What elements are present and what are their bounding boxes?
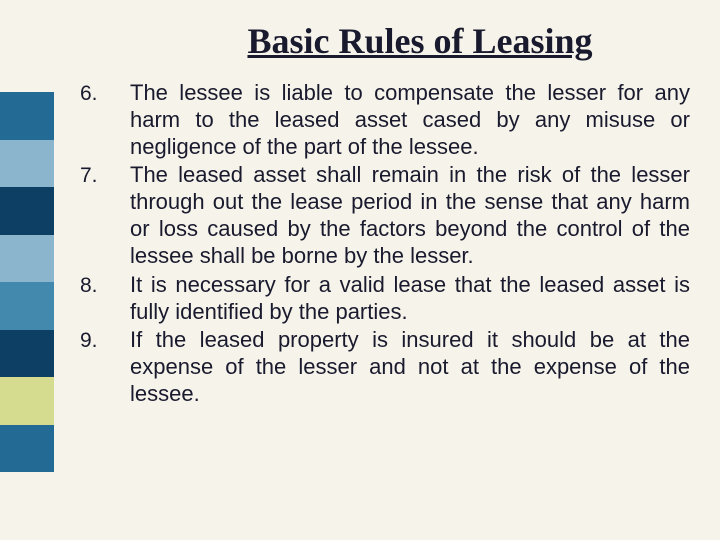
sidebar-stripe <box>0 140 54 188</box>
item-text: The leased asset shall remain in the ris… <box>130 162 690 269</box>
decorative-sidebar <box>0 92 54 472</box>
slide-title: Basic Rules of Leasing <box>150 20 690 62</box>
rules-list: 6.The lessee is liable to compensate the… <box>70 80 690 408</box>
item-text: The lessee is liable to compensate the l… <box>130 80 690 160</box>
sidebar-stripe <box>0 235 54 283</box>
item-number: 6. <box>70 80 130 160</box>
item-number: 8. <box>70 272 130 326</box>
sidebar-stripe <box>0 187 54 235</box>
sidebar-stripe <box>0 377 54 425</box>
sidebar-stripe <box>0 92 54 140</box>
sidebar-stripe <box>0 425 54 473</box>
list-item: 9.If the leased property is insured it s… <box>70 327 690 407</box>
item-number: 7. <box>70 162 130 269</box>
sidebar-stripe <box>0 330 54 378</box>
item-text: It is necessary for a valid lease that t… <box>130 272 690 326</box>
slide-content: Basic Rules of Leasing 6.The lessee is l… <box>70 20 690 410</box>
item-text: If the leased property is insured it sho… <box>130 327 690 407</box>
list-item: 6.The lessee is liable to compensate the… <box>70 80 690 160</box>
list-item: 8.It is necessary for a valid lease that… <box>70 272 690 326</box>
list-item: 7.The leased asset shall remain in the r… <box>70 162 690 269</box>
item-number: 9. <box>70 327 130 407</box>
sidebar-stripe <box>0 282 54 330</box>
